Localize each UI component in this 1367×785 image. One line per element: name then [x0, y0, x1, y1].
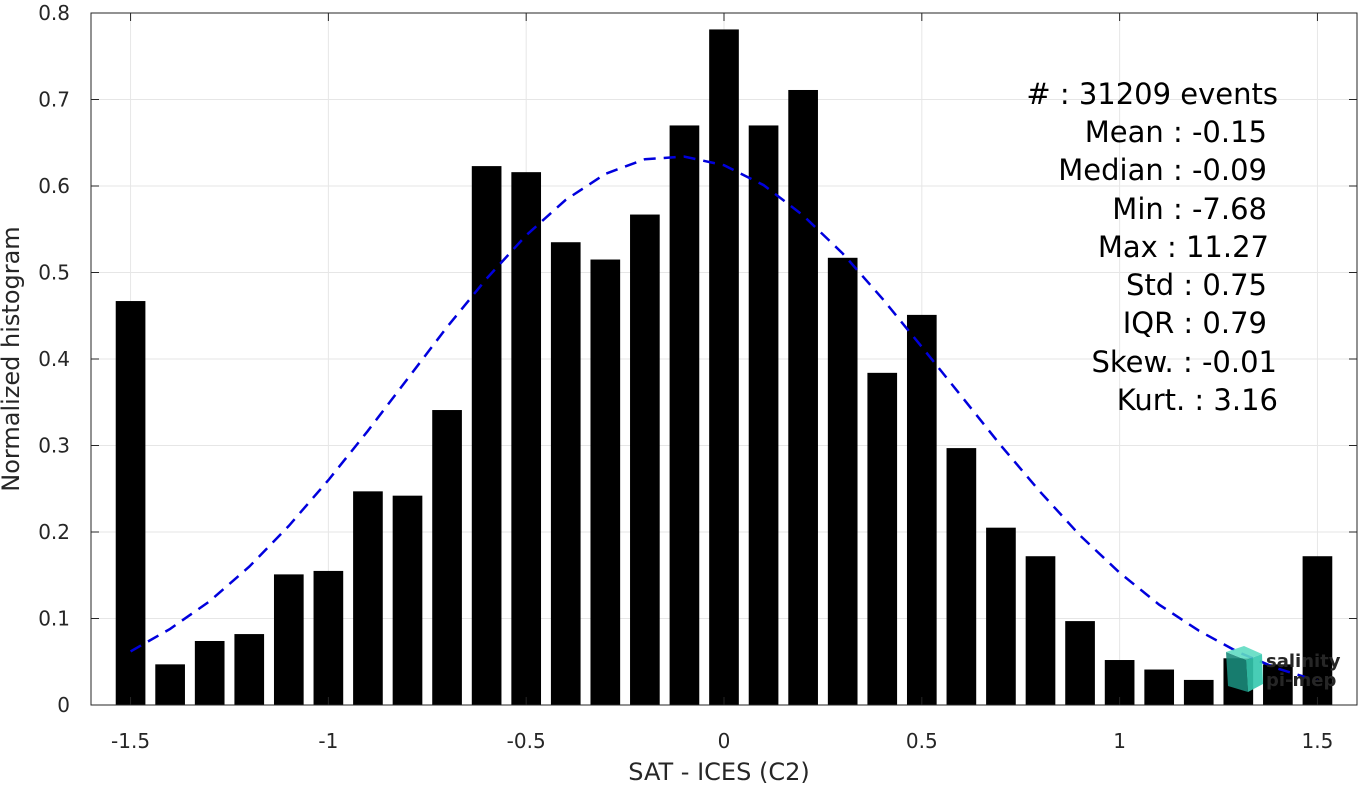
axis-ticks [91, 12, 1357, 706]
histogram-bars [115, 29, 1333, 706]
x-tick-label: 1 [1113, 729, 1126, 753]
y-axis-label: Normalized histogram [0, 226, 25, 491]
histogram-bar [867, 372, 898, 705]
x-tick-label: -1.5 [111, 729, 150, 753]
logo-cube-right-face [1246, 654, 1263, 692]
normal-fit-curve [129, 155, 1318, 682]
x-tick-label: -0.5 [507, 729, 546, 753]
y-tick-label: 0.7 [38, 88, 70, 112]
histogram-bar [313, 570, 344, 705]
histogram-bar [590, 259, 621, 705]
histogram-bar [827, 257, 858, 705]
stat-skew: Skew. : -0.01 [1091, 345, 1277, 379]
histogram-bar [353, 491, 383, 705]
logo-word-pimep: pi-mep [1266, 670, 1336, 691]
stat-events: # : 31209 events [1026, 77, 1278, 111]
x-tick-label: 1.5 [1302, 729, 1334, 753]
histogram-bar [392, 495, 423, 705]
histogram-bar [709, 29, 739, 706]
x-axis-label: SAT - ICES (C2) [628, 758, 809, 785]
histogram-bar [906, 314, 937, 705]
x-tick-label: 0 [718, 729, 731, 753]
histogram-bar [273, 574, 304, 705]
stat-min: Min : -7.68 [1112, 192, 1267, 226]
y-tick-labels: 0 0.1 0.2 0.3 0.4 0.5 0.6 0.7 0.8 [38, 1, 70, 717]
histogram-bar [1144, 669, 1175, 705]
histogram-bar [550, 242, 581, 705]
x-tick-label: 0.5 [906, 729, 938, 753]
x-tick-labels: -1.5 -1 -0.5 0 0.5 1 1.5 [111, 729, 1333, 753]
stat-mean: Mean : -0.15 [1085, 115, 1267, 149]
histogram-bar [1183, 679, 1214, 705]
histogram-bar [788, 89, 818, 706]
stat-median: Median : -0.09 [1058, 153, 1267, 187]
stat-kurt: Kurt. : 3.16 [1117, 383, 1278, 417]
stat-std: Std : 0.75 [1126, 268, 1267, 302]
histogram-bar [1065, 621, 1095, 705]
histogram-bar [511, 172, 542, 705]
y-tick-label: 0.3 [38, 434, 70, 458]
histogram-bar [748, 125, 779, 705]
logo-cube-top-face [1226, 646, 1262, 660]
y-tick-label: 0.4 [38, 347, 70, 371]
histogram-bar [630, 214, 660, 706]
y-tick-label: 0 [57, 693, 70, 717]
histogram-bar [1025, 556, 1056, 705]
y-tick-label: 0.2 [38, 520, 70, 544]
y-tick-label: 0.1 [38, 607, 70, 631]
histogram-bar [669, 125, 700, 705]
stat-iqr: IQR : 0.79 [1123, 306, 1267, 340]
histogram-bar [946, 448, 977, 705]
histogram-bar [432, 410, 462, 705]
y-tick-label: 0.5 [38, 261, 70, 285]
histogram-bar [471, 166, 502, 706]
y-tick-label: 0.8 [38, 1, 70, 25]
y-tick-label: 0.6 [38, 174, 70, 198]
histogram-bar [194, 640, 225, 705]
histogram-bar [155, 664, 185, 705]
x-tick-label: -1 [318, 729, 338, 753]
logo-word-salinity: salinity [1266, 651, 1341, 672]
stats-box: # : 31209 events Mean : -0.15 Median : -… [1026, 77, 1278, 417]
histogram-bar [234, 634, 265, 705]
stat-max: Max : 11.27 [1098, 230, 1269, 264]
histogram-bar [115, 301, 146, 705]
logo-cube-left-face [1226, 652, 1248, 692]
salinity-pimep-logo: salinity pi-mep [1226, 646, 1341, 692]
histogram-bar [986, 527, 1016, 705]
